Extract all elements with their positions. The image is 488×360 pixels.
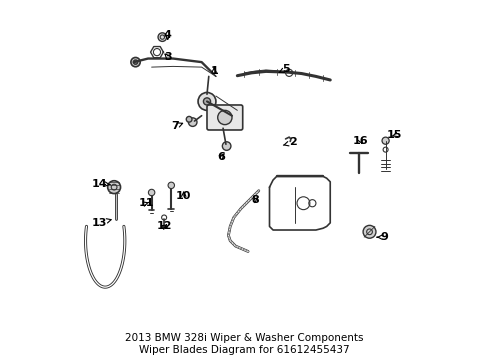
Circle shape: [228, 112, 235, 119]
Circle shape: [158, 33, 166, 41]
Text: 14: 14: [92, 179, 110, 189]
Circle shape: [363, 225, 375, 238]
Text: 1: 1: [210, 66, 218, 76]
Circle shape: [186, 116, 192, 122]
Text: 16: 16: [352, 136, 367, 146]
Circle shape: [217, 111, 231, 125]
Circle shape: [148, 189, 155, 196]
Text: 4: 4: [163, 30, 171, 40]
Circle shape: [168, 182, 174, 189]
Circle shape: [107, 181, 121, 194]
Text: 9: 9: [376, 232, 387, 242]
FancyBboxPatch shape: [206, 105, 242, 130]
Text: 10: 10: [176, 191, 191, 201]
Text: 5: 5: [278, 64, 289, 74]
Text: 15: 15: [386, 130, 402, 140]
Text: 13: 13: [92, 218, 111, 228]
Text: 2: 2: [283, 138, 296, 148]
Text: 12: 12: [156, 221, 171, 231]
Circle shape: [222, 142, 230, 150]
Text: 3: 3: [163, 52, 171, 62]
Circle shape: [131, 58, 140, 67]
Text: 2013 BMW 328i Wiper & Washer Components
Wiper Blades Diagram for 61612455437: 2013 BMW 328i Wiper & Washer Components …: [125, 333, 363, 355]
Text: 8: 8: [251, 195, 259, 204]
Text: 7: 7: [171, 121, 182, 131]
Circle shape: [188, 118, 197, 126]
Text: 11: 11: [138, 198, 154, 208]
Circle shape: [133, 60, 138, 64]
Circle shape: [224, 108, 240, 123]
Circle shape: [381, 137, 388, 144]
Circle shape: [203, 98, 210, 105]
Text: 6: 6: [217, 152, 225, 162]
Circle shape: [198, 93, 216, 111]
